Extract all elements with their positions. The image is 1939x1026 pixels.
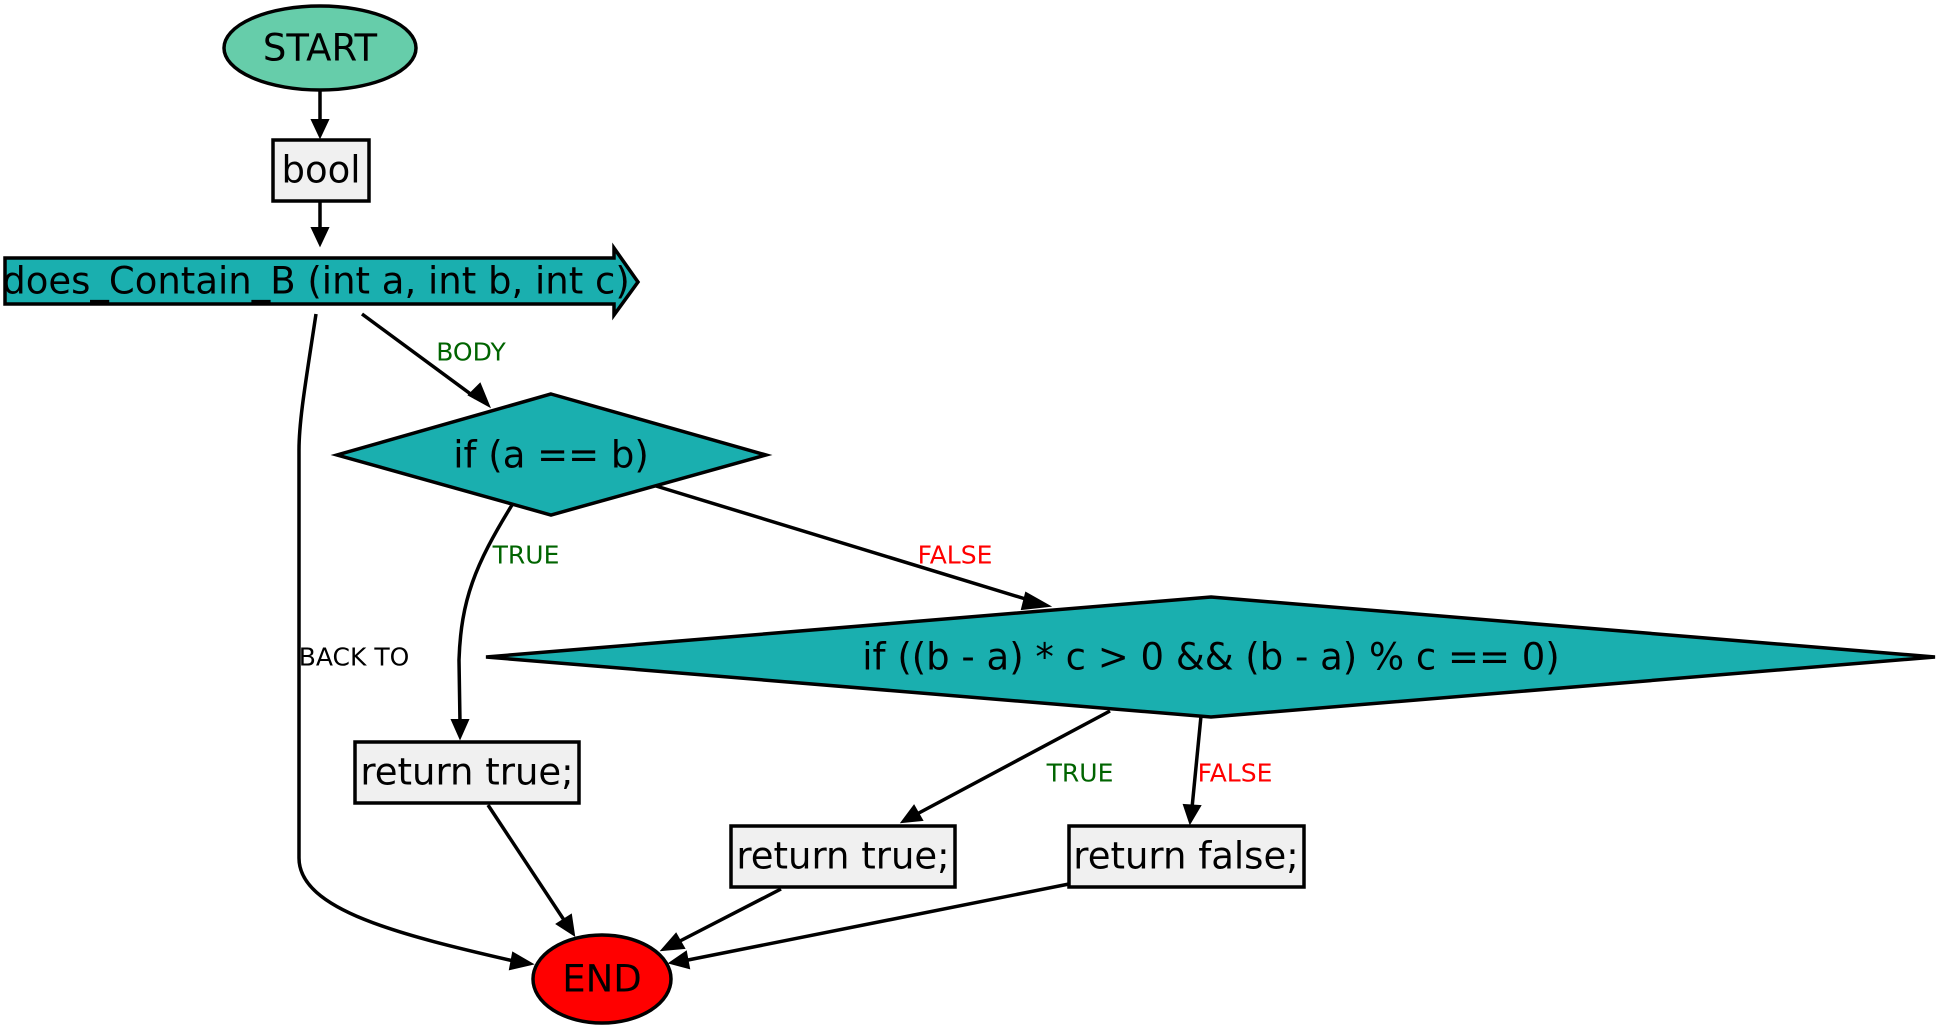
edge-function-to-cond1 [360, 312, 491, 409]
edges [297, 90, 1203, 971]
edge-start-to-bool [310, 90, 330, 140]
type-declaration-label: bool [281, 149, 360, 192]
return-true-label-2: return true; [736, 835, 949, 878]
return-false-label: return false; [1073, 835, 1298, 878]
end-label: END [562, 958, 642, 1001]
decision-node-divisibility: if ((b - a) * c > 0 && (b - a) % c == 0) [485, 595, 1936, 719]
edge-label-cond1-true: TRUE [492, 541, 560, 570]
edge-cond2-to-ret3 [1182, 715, 1203, 826]
edge-cond1-to-ret1 [450, 504, 514, 741]
edge-cond1-to-cond2 [655, 484, 1053, 611]
edge-labels: BODY BACK TO TRUE FALSE TRUE FALSE [299, 338, 1273, 788]
return-true-label-1: return true; [360, 751, 573, 794]
start-node: START [222, 4, 418, 92]
return-true-node-1: return true; [353, 740, 581, 805]
decision-node-a-equals-b: if (a == b) [330, 392, 773, 517]
edge-label-cond2-false: FALSE [1198, 759, 1273, 788]
type-declaration-node: bool [271, 138, 371, 203]
edge-label-back-to: BACK TO [299, 643, 410, 672]
function-signature-label: does_Contain_B (int a, int b, int c) [2, 260, 630, 303]
edge-bool-to-function [310, 201, 330, 248]
decision-label-divisibility: if ((b - a) * c > 0 && (b - a) % c == 0) [862, 636, 1560, 679]
decision-label-a-equals-b: if (a == b) [453, 434, 649, 477]
return-false-node: return false; [1067, 824, 1306, 889]
function-signature-node: does_Contain_B (int a, int b, int c) [2, 242, 641, 321]
return-true-node-2: return true; [729, 824, 957, 889]
edge-ret1-to-end [486, 804, 576, 938]
nodes: START bool does_Contain_B (int a, int b,… [2, 4, 1936, 1025]
edge-ret3-to-end [667, 882, 1070, 970]
edge-label-cond2-true: TRUE [1046, 759, 1114, 788]
start-label: START [263, 27, 378, 70]
edge-cond2-to-ret2 [899, 709, 1111, 824]
edge-label-cond1-false: FALSE [918, 541, 993, 570]
edge-ret2-to-end [659, 887, 782, 952]
edge-function-to-end [297, 313, 535, 971]
end-node: END [531, 933, 673, 1025]
edge-label-body: BODY [436, 338, 506, 367]
